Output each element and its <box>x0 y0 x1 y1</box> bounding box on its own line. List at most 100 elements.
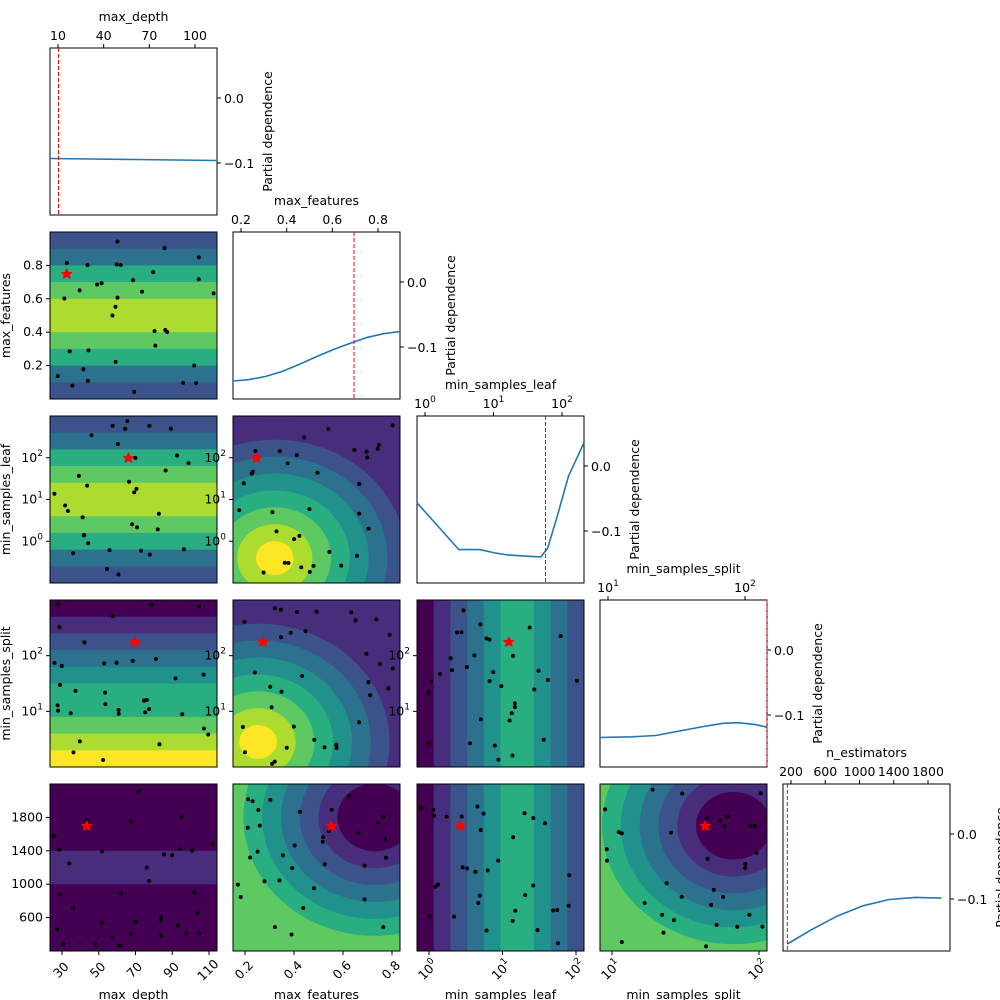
best-point-marker <box>122 452 135 463</box>
sample-point <box>99 281 104 286</box>
sample-point <box>288 630 293 635</box>
sample-point <box>383 855 388 860</box>
contour-band <box>417 784 435 951</box>
sample-point <box>376 442 381 447</box>
sample-point <box>81 533 86 538</box>
sample-point <box>356 830 361 835</box>
sample-point <box>156 511 161 516</box>
sample-point <box>240 725 245 730</box>
x-tick-label: 70 <box>123 959 145 981</box>
sample-point <box>545 677 550 682</box>
sample-point <box>255 849 260 854</box>
sample-point <box>133 455 138 460</box>
sample-point <box>476 900 481 905</box>
sample-point <box>616 830 621 835</box>
sample-point <box>291 724 296 729</box>
sample-point <box>758 791 763 796</box>
sample-point <box>334 746 339 751</box>
contour-band <box>483 600 502 767</box>
contour-band <box>50 532 217 551</box>
contour-band <box>567 784 584 951</box>
sample-point <box>478 622 483 627</box>
sample-point <box>444 814 449 819</box>
contour-band <box>50 884 217 902</box>
sample-point <box>119 891 124 896</box>
sample-point <box>438 671 443 676</box>
sample-point <box>245 825 250 830</box>
contour-band <box>50 499 217 518</box>
sample-point <box>465 866 470 871</box>
row-label: max_features <box>0 273 13 358</box>
sample-point <box>268 684 273 689</box>
sample-point <box>99 920 104 925</box>
sample-point <box>426 741 431 746</box>
x-tick-label: 101 <box>597 956 624 983</box>
contour-band <box>50 750 217 767</box>
sample-point <box>278 635 283 640</box>
sample-point <box>381 925 386 930</box>
y-tick-label: 0.0 <box>957 827 977 842</box>
sample-point <box>85 378 90 383</box>
contour-band <box>50 733 217 752</box>
sample-point <box>114 262 119 267</box>
sample-point <box>115 442 120 447</box>
y-tick-label: −0.1 <box>224 156 254 171</box>
sample-point <box>605 858 610 863</box>
y-tick-label: −0.1 <box>957 892 987 907</box>
sample-point <box>714 922 719 927</box>
sample-point <box>127 479 132 484</box>
sample-point <box>555 907 560 912</box>
sample-point <box>168 426 173 431</box>
contour-band <box>50 348 217 367</box>
sample-point <box>277 449 282 454</box>
sample-point <box>496 858 501 863</box>
x-tick-label: 0.2 <box>231 212 251 227</box>
sample-point <box>57 847 62 852</box>
sample-point <box>322 745 327 750</box>
panel-frame <box>232 599 401 768</box>
row-label: min_samples_leaf <box>0 443 13 555</box>
sample-point <box>278 607 283 612</box>
x-tick-label: 1400 <box>878 764 910 779</box>
diagonal-panel-min_samples_split: 101 102 min_samples_split 0.0 −0.1 Partial de… <box>597 561 825 768</box>
sample-point <box>339 563 344 568</box>
sample-point <box>297 809 302 814</box>
y-axis-label: Partial dependence <box>993 807 1000 928</box>
best-point-marker <box>80 820 93 831</box>
best-point-marker <box>502 636 515 647</box>
contour-band <box>50 232 217 250</box>
x-tick-label: 70 <box>141 28 157 43</box>
contour-field <box>233 600 400 767</box>
contour-field <box>50 232 217 399</box>
panel-frame <box>599 783 768 952</box>
x-tick-label: 1800 <box>912 764 944 779</box>
sample-point <box>491 670 496 675</box>
sample-point <box>669 830 674 835</box>
contour-band <box>517 600 535 767</box>
sample-point <box>125 419 130 424</box>
sample-point <box>93 942 98 947</box>
sample-point <box>261 570 266 575</box>
sample-point <box>473 869 478 874</box>
sample-point <box>134 486 139 491</box>
sample-point <box>151 270 156 275</box>
x-tick-label: 100 <box>183 28 207 43</box>
pair-panel-n_estimators-vs-max_features <box>232 783 401 952</box>
sample-point <box>85 263 90 268</box>
x-tick-label: 40 <box>96 28 112 43</box>
sample-point <box>113 359 118 364</box>
contour-band <box>50 716 217 735</box>
sample-point <box>110 423 115 428</box>
x-tick-label: 101 <box>597 579 619 595</box>
sample-point <box>381 814 386 819</box>
sample-point <box>116 707 121 712</box>
sample-point <box>322 862 327 867</box>
sample-point <box>725 814 730 819</box>
sample-point <box>81 367 86 372</box>
sample-point <box>619 939 624 944</box>
best-point-marker <box>454 820 467 831</box>
sample-point <box>107 548 112 553</box>
sample-point <box>115 295 120 300</box>
sample-point <box>748 824 753 829</box>
sample-point <box>155 527 160 532</box>
